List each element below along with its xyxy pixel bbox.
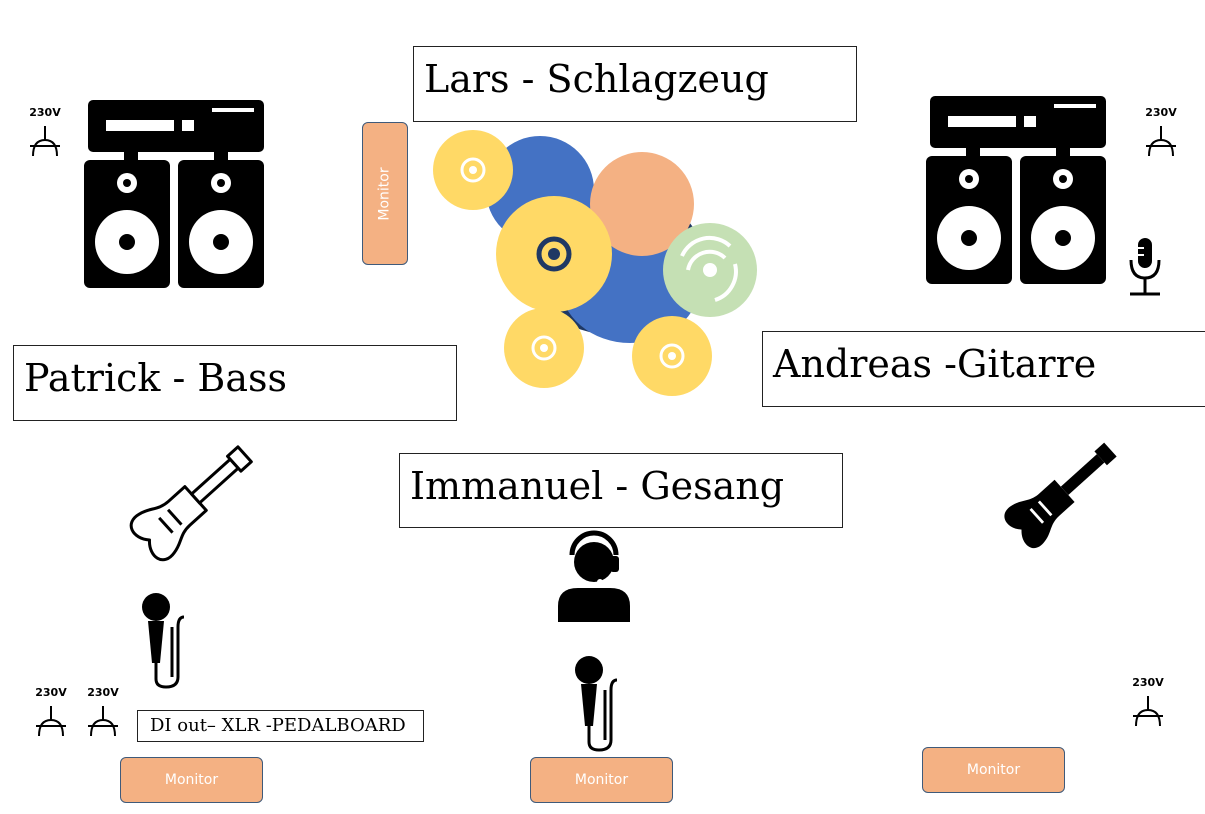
power-socket-icon — [1133, 696, 1163, 727]
amplifier-icon — [88, 100, 264, 152]
speaker-icon — [926, 156, 1012, 284]
power-label-bass-1: 230V — [35, 686, 67, 699]
guitar-amp-speaker-icon — [926, 96, 1106, 284]
singer-headset-icon — [558, 530, 630, 622]
hi-hat-cymbal — [504, 308, 584, 388]
bass-di-note: DI out– XLR -PEDALBOARD — [137, 710, 424, 742]
splash-cymbal — [632, 316, 712, 396]
studio-microphone-icon — [1129, 238, 1161, 296]
tom-drum-peach — [590, 152, 694, 256]
bass-amp-speaker-icon — [84, 100, 264, 288]
bass-monitor-label: Monitor — [164, 772, 219, 788]
drummer-label: Lars - Schlagzeug — [413, 46, 857, 122]
power-label-guitar: 230V — [1132, 676, 1164, 689]
bass-monitor: Monitor — [120, 757, 263, 803]
drum-monitor-label: Monitor — [377, 166, 393, 221]
power-label-bass-2: 230V — [87, 686, 119, 699]
drum-monitor: Monitor — [362, 122, 408, 265]
bassist-label: Patrick - Bass — [13, 345, 457, 421]
electric-guitar-icon — [1004, 442, 1117, 549]
bass-guitar-icon — [129, 445, 253, 562]
vocal-microphone-icon — [575, 656, 618, 752]
power-socket-icon — [30, 126, 60, 157]
speaker-icon — [84, 160, 170, 288]
power-socket-icon — [1146, 126, 1176, 157]
vocal-monitor-label: Monitor — [574, 772, 629, 788]
bass-microphone-icon — [142, 593, 185, 689]
power-label-left-amp: 230V — [29, 106, 61, 119]
drum-kit — [433, 130, 757, 396]
speaker-icon — [178, 160, 264, 288]
vocal-monitor: Monitor — [530, 757, 673, 803]
speaker-icon — [1020, 156, 1106, 284]
crash-cymbal — [433, 130, 513, 210]
power-label-right-amp: 230V — [1145, 106, 1177, 119]
ride-cymbal — [496, 196, 612, 312]
guitarist-label: Andreas -Gitarre — [762, 331, 1205, 407]
amplifier-icon — [930, 96, 1106, 148]
singer-label: Immanuel - Gesang — [399, 453, 843, 528]
china-cymbal — [663, 223, 757, 317]
guitar-monitor-label: Monitor — [966, 762, 1021, 778]
power-socket-icon — [88, 706, 118, 737]
power-socket-icon — [36, 706, 66, 737]
guitar-monitor: Monitor — [922, 747, 1065, 793]
